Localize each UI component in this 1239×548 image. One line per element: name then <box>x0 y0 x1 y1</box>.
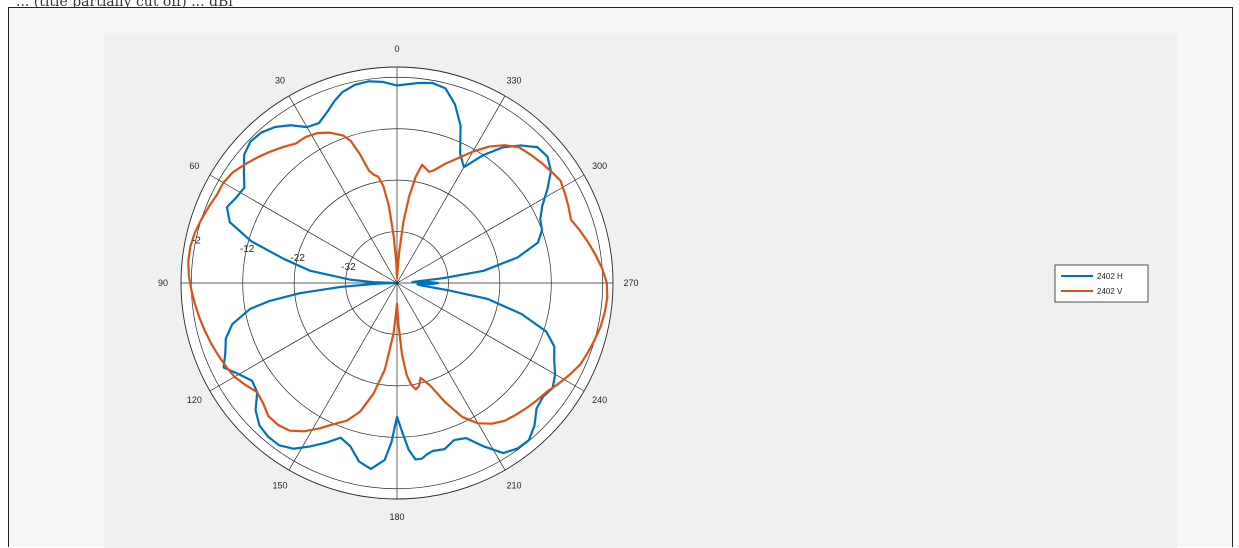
theta-tick-labels: 0 30 60 90 120 150 180 210 240 270 300 330 <box>158 44 639 522</box>
theta-tick-label: 150 <box>272 481 287 491</box>
r-tick-labels: -32 -22 -12 -2 <box>192 235 356 273</box>
series-v <box>187 131 609 433</box>
theta-tick-label: 210 <box>506 481 521 491</box>
theta-tick-label: 0 <box>394 44 399 54</box>
r-tick-label: -32 <box>341 262 356 273</box>
series-h <box>222 80 557 470</box>
theta-grid-line <box>288 282 398 471</box>
theta-tick-label: 330 <box>506 75 521 85</box>
theta-tick-label: 120 <box>187 395 202 405</box>
theta-tick-label: 270 <box>623 278 638 288</box>
theta-tick-label: 180 <box>389 512 404 522</box>
theta-grid-line <box>396 174 585 284</box>
legend-box <box>1054 264 1149 303</box>
polar-chart: 0 30 60 90 120 150 180 210 240 270 300 330 -32 -22 -1… <box>158 44 1149 522</box>
theta-tick-label: 30 <box>275 75 285 85</box>
theta-tick-label: 240 <box>592 395 607 405</box>
legend-label-v: 2402 V <box>1097 287 1123 296</box>
plot-panel: 0 30 60 90 120 150 180 210 240 270 300 330 -32 -22 -1… <box>104 33 1177 548</box>
legend-label-h: 2402 H <box>1097 272 1123 281</box>
theta-grid-line <box>396 282 585 392</box>
figure-frame: 0 30 60 90 120 150 180 210 240 270 300 330 -32 -22 -1… <box>8 7 1233 548</box>
legend: 2402 H 2402 V <box>1054 264 1149 303</box>
polar-grid <box>180 66 614 500</box>
series-layer <box>187 80 609 470</box>
theta-grid-line <box>396 282 506 471</box>
theta-grid-line <box>396 95 506 284</box>
theta-tick-label: 90 <box>158 278 168 288</box>
r-tick-label: -22 <box>290 253 305 264</box>
theta-tick-label: 300 <box>592 161 607 171</box>
page-title: ... (title partially cut off) ... dBi <box>16 0 233 10</box>
theta-grid-line <box>209 282 398 392</box>
theta-tick-label: 60 <box>189 161 199 171</box>
r-tick-label: -2 <box>192 235 201 246</box>
r-tick-label: -12 <box>240 244 255 255</box>
